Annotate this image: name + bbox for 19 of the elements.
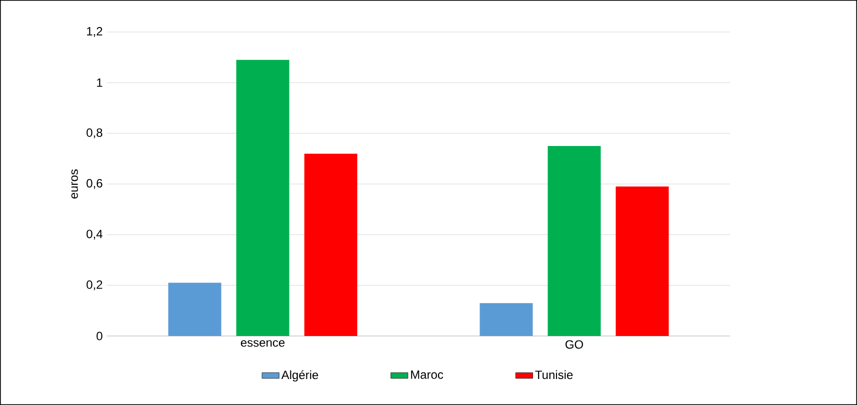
y-tick-label: 0,4 — [86, 230, 102, 240]
x-tick-label: essence — [240, 340, 285, 347]
y-axis-title: euros — [71, 169, 78, 199]
x-tick-label: GO — [566, 340, 584, 349]
y-tick-label: 0,8 — [86, 128, 102, 138]
bar — [616, 186, 669, 336]
legend-label: Tunisie — [535, 370, 573, 380]
y-tick-label: 1 — [97, 78, 102, 87]
bar — [168, 282, 222, 336]
bar — [480, 303, 533, 336]
legend-label: Maroc — [411, 370, 444, 379]
bar — [548, 146, 601, 336]
bar — [304, 154, 358, 336]
bar — [236, 60, 290, 336]
legend-label: Algérie — [281, 370, 318, 382]
y-tick-label: 0 — [96, 332, 102, 340]
y-tick-label: 0,6 — [86, 179, 102, 189]
y-tick-label: 1,2 — [87, 27, 102, 37]
y-tick-label: 0,2 — [86, 280, 102, 290]
